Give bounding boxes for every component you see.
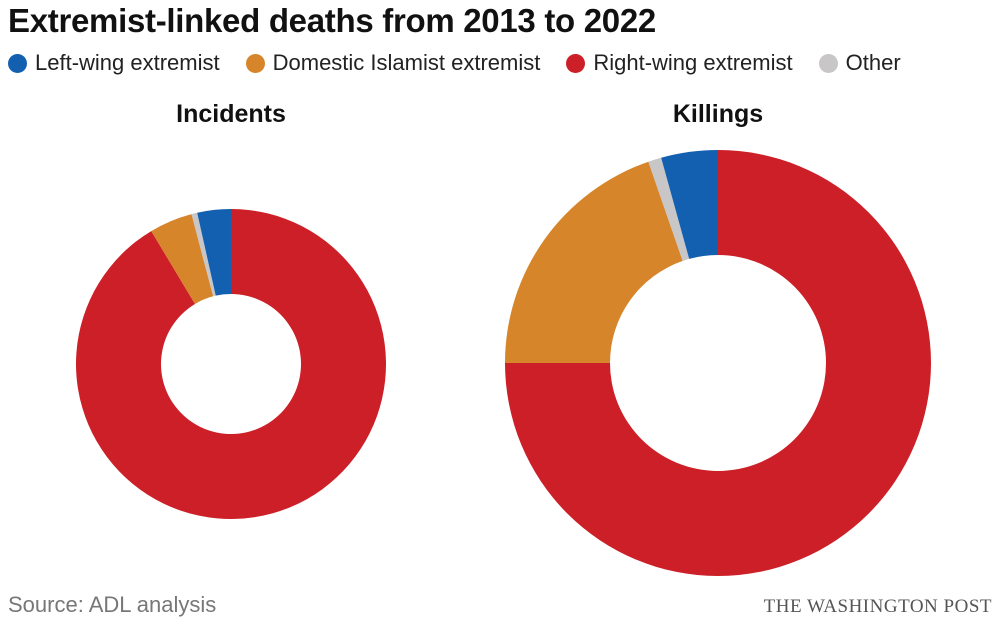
incidents-title: Incidents bbox=[176, 100, 286, 128]
legend-label: Domestic Islamist extremist bbox=[272, 50, 541, 75]
killings-slice-left-wing-extremist bbox=[661, 150, 718, 259]
legend-label: Left-wing extremist bbox=[35, 50, 220, 75]
incidents-slice-left-wing-extremist bbox=[197, 209, 231, 296]
chart-title: Extremist-linked deaths from 2013 to 202… bbox=[8, 2, 656, 39]
legend-swatch bbox=[818, 53, 838, 73]
legend: Left-wing extremist Domestic Islamist ex… bbox=[8, 50, 901, 76]
legend-item-islamist: Domestic Islamist extremist bbox=[245, 50, 541, 76]
legend-label: Right-wing extremist bbox=[593, 50, 793, 75]
legend-item-left-wing: Left-wing extremist bbox=[8, 50, 220, 76]
credit: THE WASHINGTON POST bbox=[763, 596, 992, 617]
legend-swatch bbox=[8, 53, 27, 73]
incidents-slice-domestic-islamist-extremist bbox=[151, 214, 214, 304]
killings-title: Killings bbox=[672, 100, 764, 128]
incidents-slice-right-wing-extremist bbox=[76, 209, 387, 520]
incidents-slice-other bbox=[191, 212, 216, 297]
legend-label: Other bbox=[845, 50, 901, 75]
killings-slice-domestic-islamist-extremist bbox=[505, 161, 683, 363]
legend-swatch bbox=[566, 53, 586, 73]
killings-slice-right-wing-extremist bbox=[505, 150, 931, 576]
killings-slice-other bbox=[648, 157, 690, 261]
source-note: Source: ADL analysis bbox=[8, 592, 217, 617]
legend-swatch bbox=[245, 53, 265, 73]
legend-item-right-wing: Right-wing extremist bbox=[566, 50, 793, 76]
legend-item-other: Other bbox=[818, 50, 901, 76]
